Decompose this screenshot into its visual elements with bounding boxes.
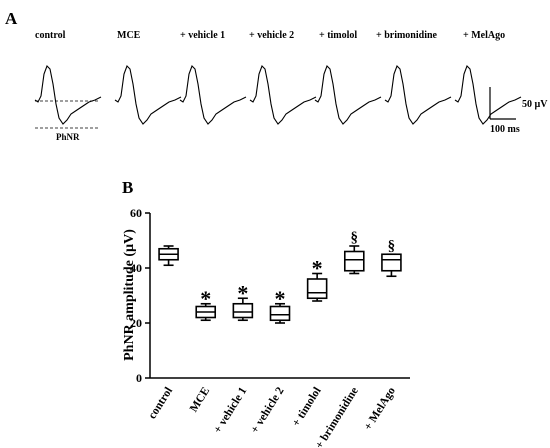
condition-label: + timolol [319,30,357,41]
y-tick-label: 20 [130,316,142,330]
significance-marker: * [237,280,248,305]
condition-label: + MelAgo [463,30,505,41]
x-tick-label: + timolol [290,385,323,429]
box-plots: * * * * § § [158,230,402,324]
y-tick-label: 60 [130,206,142,220]
x-tick-label: + vehicle 1 [212,385,250,436]
significance-marker: § [351,230,359,246]
x-tick-label: + MelAgo [362,385,398,433]
box-3: * [269,286,291,324]
significance-marker: * [312,256,323,281]
x-tick-label: MCE [188,385,213,414]
condition-label: + brimonidine [376,30,438,41]
y-tick-label: 0 [136,371,142,385]
erg-trace [114,65,182,125]
significance-marker: * [200,286,211,311]
x-tick-label: control [146,385,175,421]
condition-label: MCE [117,30,141,41]
panel-a: A control MCE + vehicle 1 + vehicle 2 + timo… [5,9,548,142]
x-tick-label: + vehicle 2 [249,385,287,436]
panel-b: B PhNR amplitude (µV) 0 20 40 60 * * * * § § con… [122,178,410,448]
condition-label: + vehicle 2 [249,30,294,41]
erg-traces [34,65,522,125]
box-1: * [195,286,217,322]
iqr-box [269,305,291,322]
box-2: * [232,280,254,322]
erg-trace [314,65,382,125]
condition-label: control [35,30,66,41]
chart-axes: 0 20 40 60 [130,206,410,385]
time-scale-label: 100 ms [490,124,520,135]
box-5: § [343,230,365,275]
phnr-label: PhNR [56,132,80,142]
box-4: * [306,256,328,302]
x-tick-labels: control MCE + vehicle 1 + vehicle 2 + timolo… [146,385,398,448]
erg-trace [384,65,452,125]
erg-trace [249,65,317,125]
panel-b-label: B [122,178,133,197]
iqr-box [232,302,254,319]
box-6: § [381,238,402,278]
box-0 [158,245,179,267]
iqr-box [343,250,365,272]
significance-marker: § [388,238,396,254]
y-axis-label: PhNR amplitude (µV) [122,229,137,361]
erg-trace [454,65,522,125]
iqr-box [306,278,328,300]
condition-labels: control MCE + vehicle 1 + vehicle 2 + timolo… [35,30,505,41]
condition-label: + vehicle 1 [180,30,225,41]
erg-trace [179,65,247,125]
panel-a-label: A [5,9,18,28]
y-tick-label: 40 [130,261,142,275]
erg-trace [34,65,102,125]
amplitude-scale-label: 50 µV [522,99,548,110]
significance-marker: * [275,286,286,311]
iqr-box [381,253,402,272]
